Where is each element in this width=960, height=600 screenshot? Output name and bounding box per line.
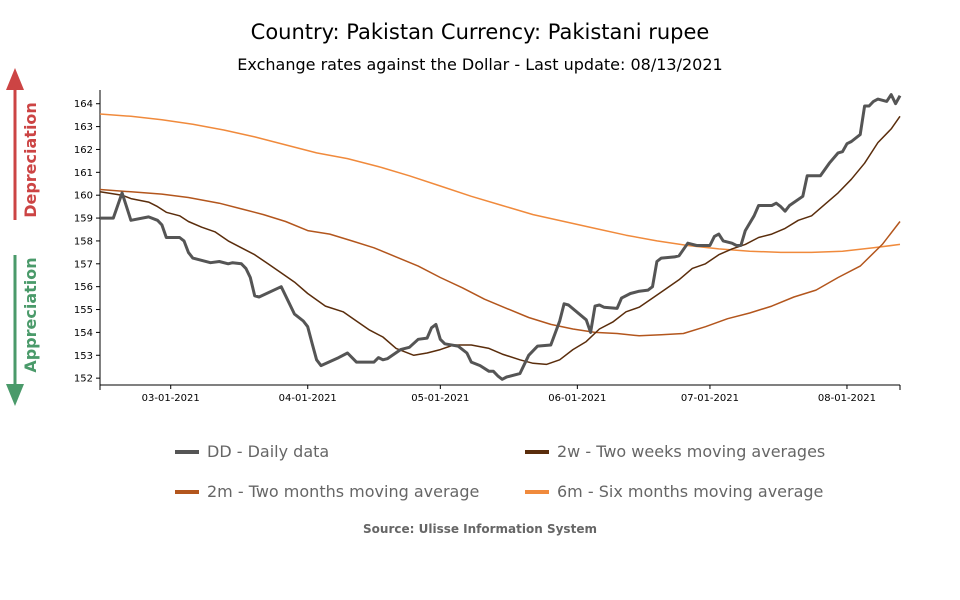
series-lines xyxy=(99,93,902,381)
legend-swatch xyxy=(175,449,199,454)
depreciation-arrow-head xyxy=(6,68,24,90)
side-labels: Depreciation Appreciation xyxy=(6,68,40,406)
appreciation-arrow-head xyxy=(6,384,24,406)
y-tick-label: 157 xyxy=(74,259,93,270)
y-tick-label: 161 xyxy=(74,168,93,179)
y-tick-label: 156 xyxy=(74,282,93,293)
y-tick-label: 163 xyxy=(74,122,93,133)
y-tick-label: 164 xyxy=(74,99,93,110)
x-tick-label: 04-01-2021 xyxy=(279,393,337,404)
axes: 152 153 154 155 156 157 158 159 160 161 162 163 164 0… xyxy=(74,90,901,404)
legend-label: 2w - Two weeks moving averages xyxy=(557,442,826,461)
series-line-2 xyxy=(99,188,901,337)
y-tick-label: 160 xyxy=(74,191,93,202)
y-tick-label: 155 xyxy=(74,305,93,316)
y-tick-label: 158 xyxy=(74,236,93,247)
chart-title: Country: Pakistan Currency: Pakistani ru… xyxy=(250,20,710,44)
x-tick-label: 08-01-2021 xyxy=(818,393,876,404)
x-tick-label: 06-01-2021 xyxy=(548,393,606,404)
legend-swatch xyxy=(525,489,549,494)
legend-item: 2m - Two months moving average xyxy=(175,482,479,501)
source-note: Source: Ulisse Information System xyxy=(363,522,597,536)
appreciation-label: Appreciation xyxy=(21,257,40,372)
y-tick-label: 152 xyxy=(74,374,93,385)
y-tick-label: 162 xyxy=(74,145,93,156)
series-line-0 xyxy=(100,93,902,381)
series-line-3 xyxy=(99,113,901,254)
depreciation-label: Depreciation xyxy=(21,102,40,218)
legend-label: 2m - Two months moving average xyxy=(207,482,480,501)
y-tick-label: 159 xyxy=(74,214,93,225)
legend-item: DD - Daily data xyxy=(175,442,329,461)
chart-subtitle: Exchange rates against the Dollar - Last… xyxy=(237,55,723,74)
y-tick-label: 153 xyxy=(74,351,93,362)
legend-label: 6m - Six months moving average xyxy=(557,482,824,501)
legend-swatch xyxy=(175,489,199,494)
y-tick-label: 154 xyxy=(74,328,93,339)
series-line-1 xyxy=(99,115,901,366)
x-tick-label: 07-01-2021 xyxy=(681,393,739,404)
legend-swatch xyxy=(525,449,549,454)
legend-item: 6m - Six months moving average xyxy=(525,482,823,501)
x-tick-label: 05-01-2021 xyxy=(411,393,469,404)
legend-item: 2w - Two weeks moving averages xyxy=(525,442,825,461)
legend-label: DD - Daily data xyxy=(207,442,330,461)
x-tick-label: 03-01-2021 xyxy=(142,393,200,404)
